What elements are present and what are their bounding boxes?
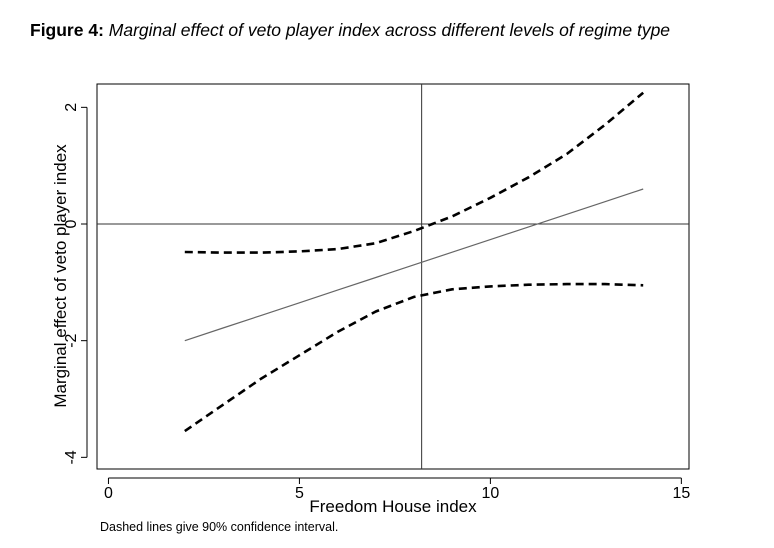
x-tick-label: 15: [672, 485, 690, 502]
footnote: Dashed lines give 90% confidence interva…: [100, 520, 339, 534]
y-tick-label: 2: [63, 103, 80, 112]
series-group: [184, 91, 645, 433]
x-tick-label: 0: [104, 485, 113, 502]
estimate-line: [184, 188, 644, 342]
y-tick-label: 0: [63, 219, 80, 228]
y-tick-label: -2: [63, 333, 80, 347]
y-tick-label: -4: [63, 450, 80, 464]
reference-lines: [97, 84, 689, 469]
figure-title: Figure 4: Marginal effect of veto player…: [30, 20, 670, 41]
lower-bound-line: [184, 282, 644, 433]
axes: -4 -2 0 2 0 5 10 15: [63, 103, 690, 502]
figure-caption: Marginal effect of veto player index acr…: [108, 20, 671, 40]
x-tick-label: 5: [295, 485, 304, 502]
upper-bound-line: [184, 91, 645, 254]
x-axis-title: Freedom House index: [309, 497, 477, 516]
x-tick-label: 10: [481, 485, 499, 502]
figure-label: Figure 4:: [30, 20, 104, 40]
plot-frame: [96, 83, 690, 470]
y-axis-title: Marginal effect of veto player index: [51, 144, 70, 408]
